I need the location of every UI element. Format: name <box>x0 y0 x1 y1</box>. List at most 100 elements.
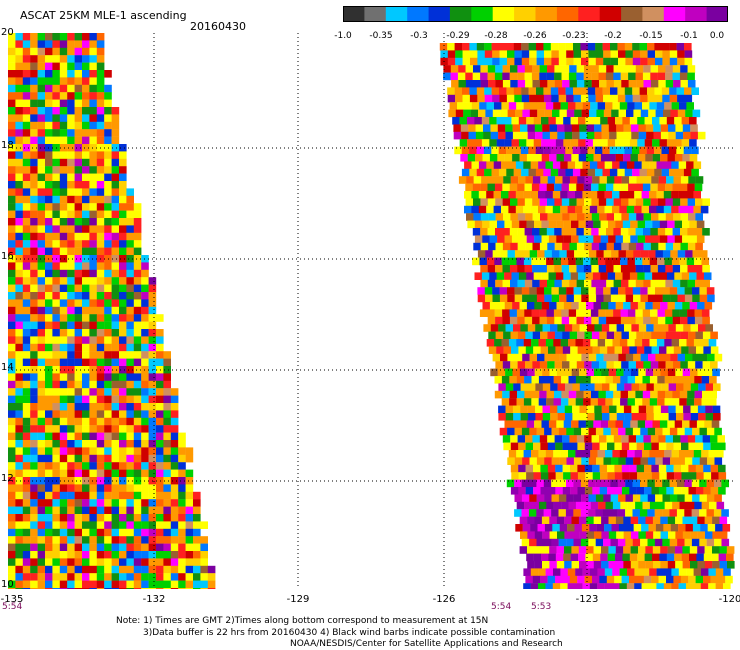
wind-cell <box>589 191 598 199</box>
wind-cell <box>614 464 622 473</box>
wind-cell <box>564 561 572 569</box>
wind-cell <box>538 102 546 110</box>
wind-cell <box>637 154 646 162</box>
wind-cell <box>578 272 586 280</box>
wind-cell <box>59 329 68 337</box>
wind-cell <box>665 316 673 325</box>
wind-cell <box>562 575 570 584</box>
wind-cell <box>580 94 589 103</box>
wind-cell <box>643 198 651 206</box>
wind-cell <box>532 279 540 288</box>
wind-cell <box>96 388 105 396</box>
wind-cell <box>644 139 653 147</box>
wind-cell <box>558 87 566 95</box>
wind-cell <box>677 427 685 436</box>
wind-cell <box>473 176 482 184</box>
wind-cell <box>37 528 46 537</box>
wind-cell <box>510 435 518 443</box>
wind-cell <box>119 144 127 152</box>
wind-cell <box>45 388 53 396</box>
wind-cell <box>684 509 692 517</box>
wind-cell <box>641 191 650 199</box>
wind-cell <box>653 124 661 132</box>
wind-cell <box>30 477 38 485</box>
wind-cell <box>577 472 586 480</box>
colorbar-swatch <box>642 6 665 22</box>
wind-cell <box>529 427 537 436</box>
wind-cell <box>104 136 112 145</box>
wind-cell <box>705 383 714 391</box>
wind-cell <box>37 210 46 219</box>
wind-cell <box>67 403 75 411</box>
wind-cell <box>148 299 157 307</box>
wind-cell <box>15 499 23 507</box>
wind-cell <box>624 146 633 155</box>
wind-cell <box>37 565 46 574</box>
wind-cell <box>111 269 120 278</box>
wind-cell <box>22 292 31 300</box>
wind-cell <box>450 72 459 81</box>
wind-cell <box>619 161 628 169</box>
wind-cell <box>8 366 16 374</box>
wind-cell <box>156 351 164 359</box>
wind-cell <box>89 565 97 574</box>
wind-cell <box>595 287 604 295</box>
wind-cell <box>126 373 134 381</box>
wind-cell <box>514 250 523 258</box>
wind-cell <box>22 484 31 492</box>
wind-cell <box>684 457 693 465</box>
wind-cell <box>475 131 484 140</box>
wind-cell <box>119 491 127 500</box>
wind-cell <box>467 139 475 147</box>
wind-cell <box>483 124 491 132</box>
wind-cell <box>89 380 97 389</box>
wind-cell <box>495 176 504 184</box>
wind-cell <box>45 580 53 589</box>
wind-cell <box>126 469 134 478</box>
wind-cell <box>610 43 618 51</box>
wind-cell <box>104 358 112 367</box>
wind-cell <box>104 299 112 307</box>
wind-cell <box>126 403 134 411</box>
wind-cell <box>623 154 631 162</box>
wind-cell <box>630 235 638 243</box>
wind-cell <box>557 531 565 539</box>
wind-cell <box>104 380 112 389</box>
wind-cell <box>682 302 690 310</box>
wind-cell <box>674 220 683 229</box>
wind-cell <box>67 195 75 204</box>
wind-cell <box>163 477 171 485</box>
wind-cell <box>497 154 505 162</box>
wind-cell <box>148 491 157 500</box>
wind-cell <box>185 499 194 507</box>
wind-cell <box>561 265 570 273</box>
wind-cell <box>82 121 90 130</box>
wind-cell <box>22 528 31 537</box>
wind-cell <box>133 573 142 581</box>
wind-cell <box>82 573 90 581</box>
wind-cell <box>554 390 562 399</box>
wind-cell <box>702 361 711 369</box>
wind-cell <box>622 220 631 229</box>
wind-cell <box>564 368 572 377</box>
wind-cell <box>565 87 574 95</box>
wind-cell <box>52 188 60 196</box>
wind-cell <box>45 440 53 448</box>
wind-cell <box>592 272 601 280</box>
wind-cell <box>625 250 634 258</box>
wind-cell <box>89 47 97 56</box>
wind-cell <box>22 314 31 322</box>
wind-cell <box>705 413 714 421</box>
wind-cell <box>702 279 710 288</box>
wind-cell <box>676 509 685 517</box>
wind-cell <box>650 183 658 192</box>
wind-cell <box>650 316 659 325</box>
wind-cell <box>615 516 624 525</box>
wind-cell <box>30 136 38 145</box>
wind-cell <box>563 553 571 562</box>
wind-cell <box>59 395 68 404</box>
wind-cell <box>148 536 157 544</box>
wind-cell <box>615 154 624 162</box>
wind-cell <box>163 417 171 426</box>
wind-cell <box>45 528 53 537</box>
